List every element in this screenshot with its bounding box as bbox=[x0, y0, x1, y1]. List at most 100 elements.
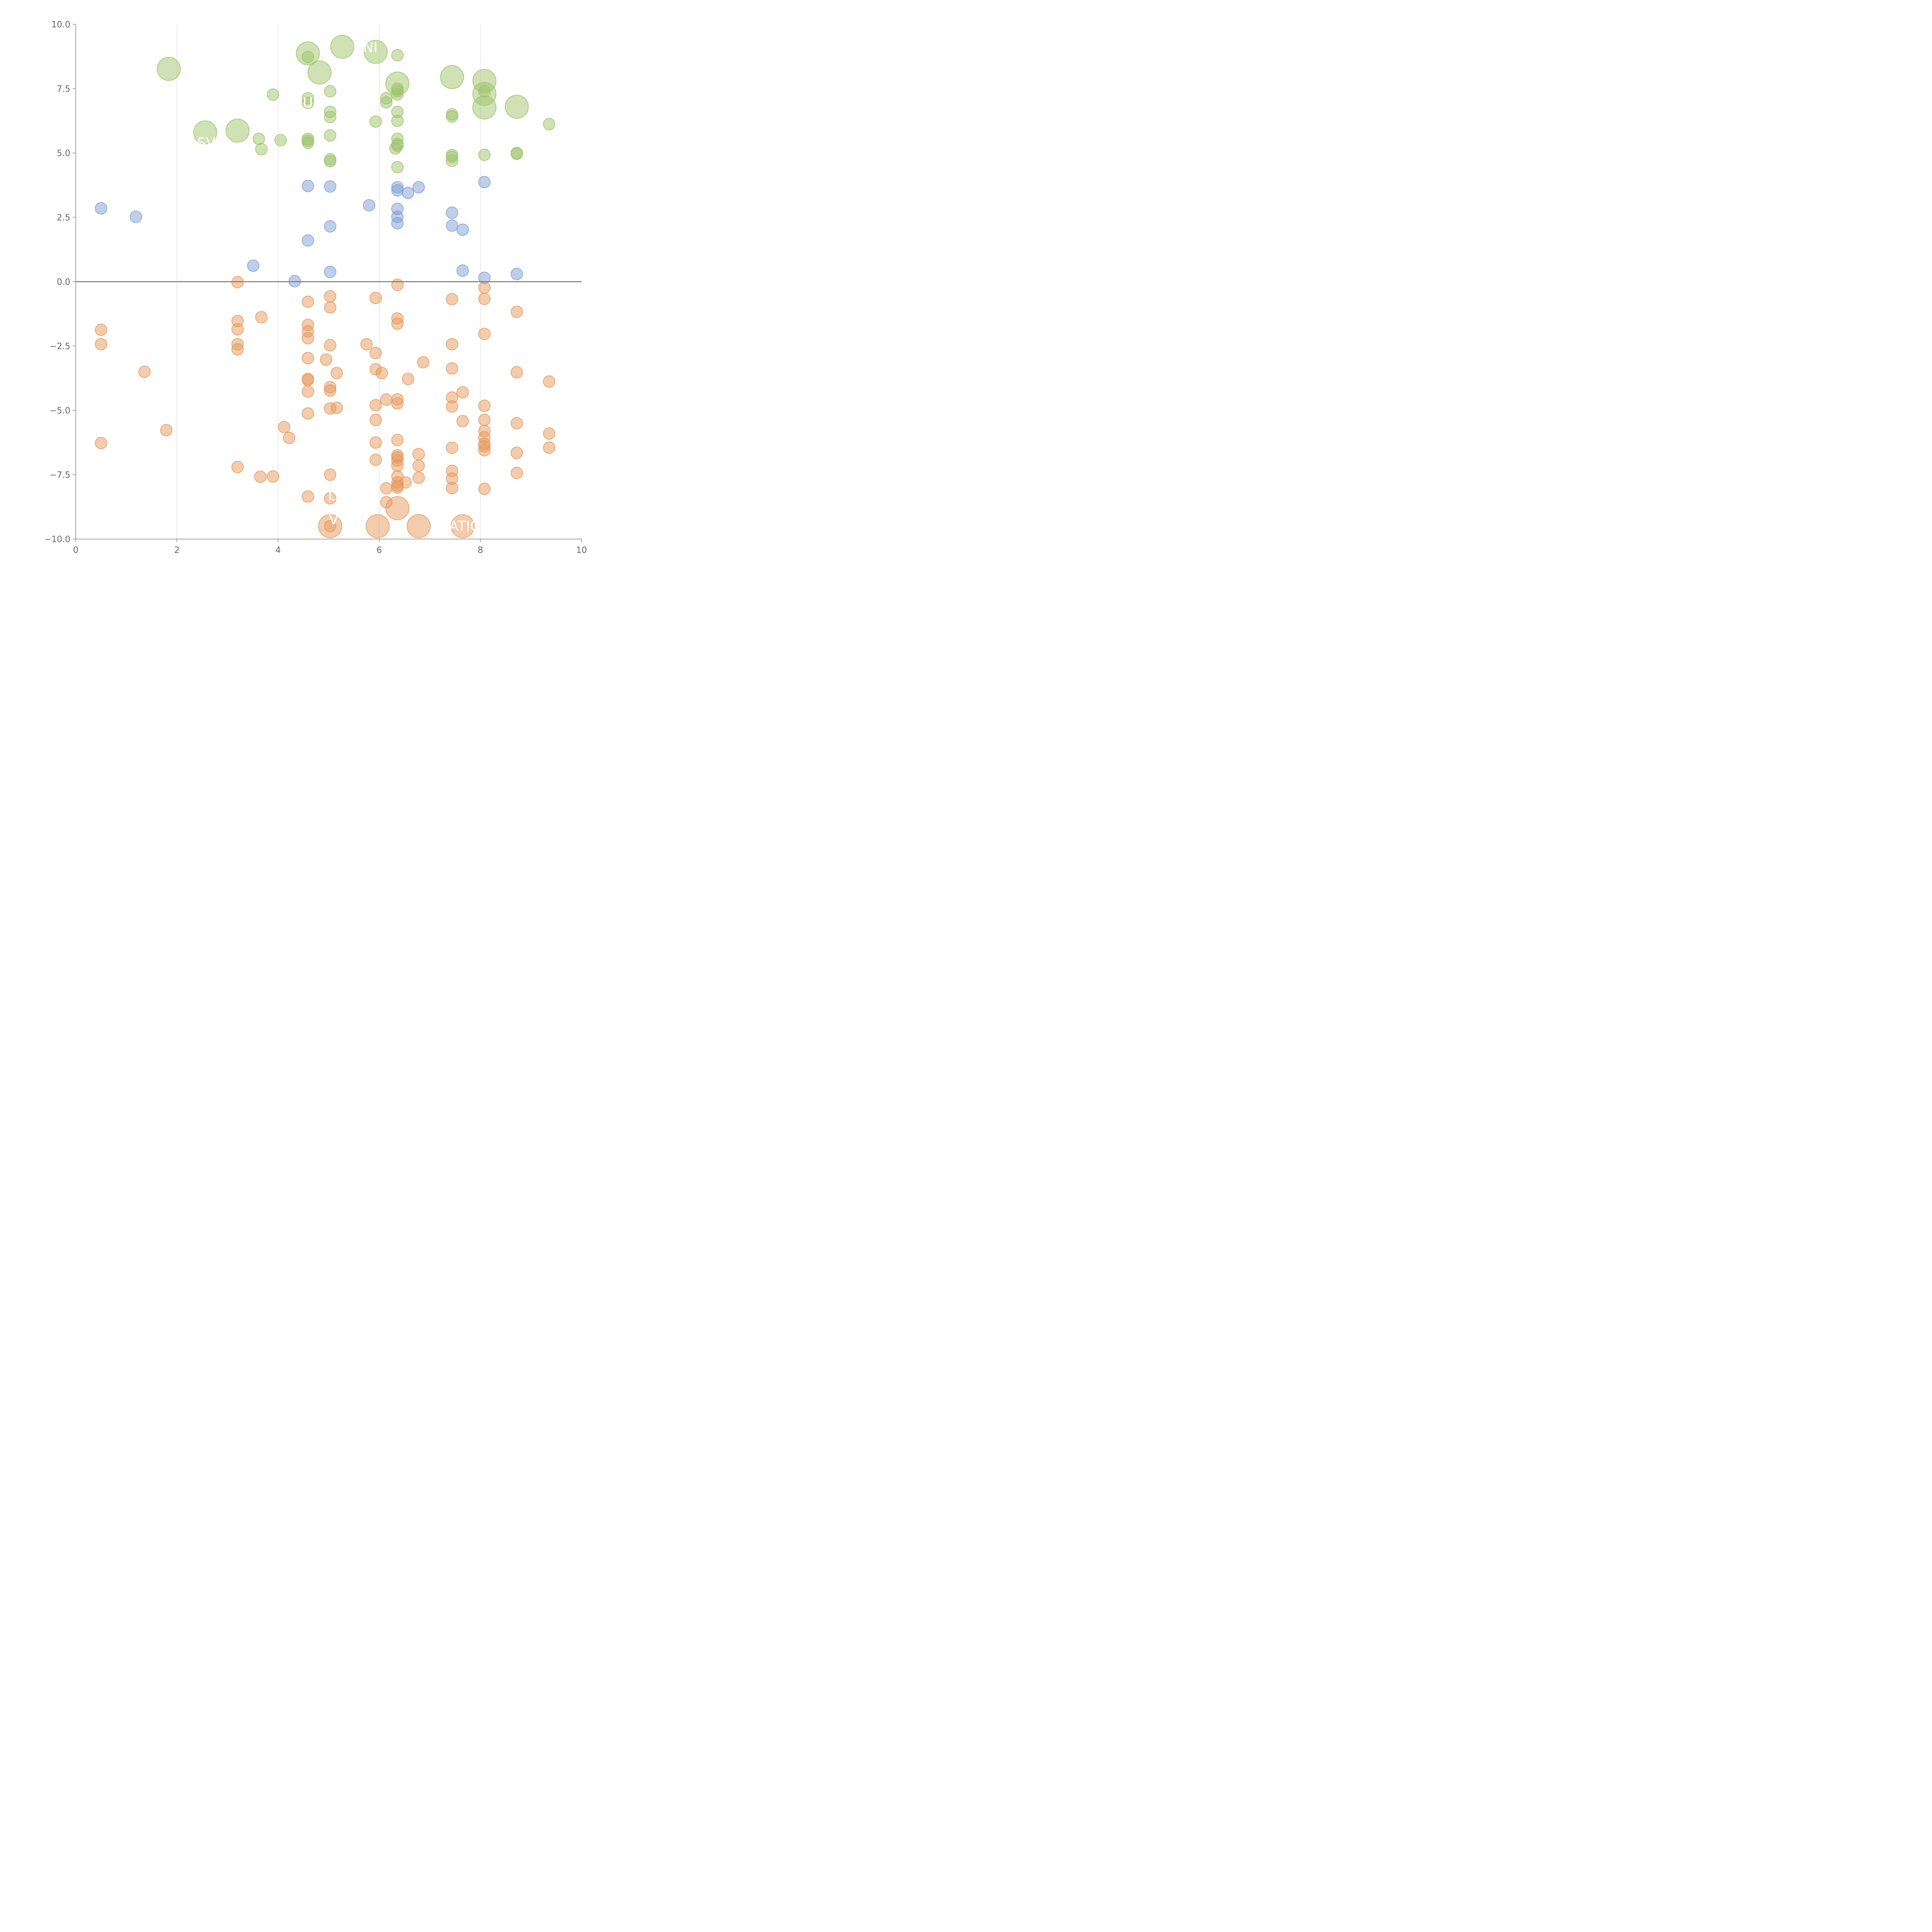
point-label: ATIO bbox=[449, 519, 481, 534]
data-point-blue bbox=[456, 264, 469, 277]
data-point-orange bbox=[95, 437, 107, 449]
point-label: V bbox=[329, 512, 338, 528]
data-point-orange bbox=[254, 470, 267, 483]
data-point-orange bbox=[380, 482, 393, 495]
data-point-blue bbox=[391, 184, 404, 197]
data-point-orange bbox=[446, 441, 458, 454]
data-point-orange bbox=[301, 407, 314, 420]
data-point-orange bbox=[369, 453, 382, 466]
data-point-orange bbox=[369, 347, 382, 359]
data-point-orange bbox=[412, 459, 425, 472]
data-point-orange bbox=[510, 446, 523, 459]
data-point-orange bbox=[391, 278, 404, 291]
data-point-orange bbox=[478, 483, 491, 495]
data-point-orange bbox=[510, 466, 523, 479]
data-point-orange bbox=[283, 432, 296, 444]
data-point-green bbox=[330, 34, 354, 59]
data-point-blue bbox=[510, 268, 523, 281]
data-point-green bbox=[324, 85, 337, 98]
data-point-orange bbox=[324, 290, 337, 303]
data-point-green bbox=[301, 51, 314, 63]
data-point-green bbox=[193, 120, 218, 145]
data-point-orange bbox=[301, 374, 314, 386]
x-tick-label: 6 bbox=[376, 546, 382, 555]
data-point-orange bbox=[301, 490, 314, 503]
data-point-orange bbox=[369, 399, 382, 412]
data-point-green bbox=[391, 114, 404, 127]
data-point-orange bbox=[478, 293, 491, 305]
data-point-green bbox=[225, 119, 250, 143]
data-point-green bbox=[478, 85, 491, 98]
data-point-green bbox=[307, 60, 332, 85]
data-point-blue bbox=[129, 211, 142, 223]
data-point-orange bbox=[412, 471, 425, 484]
x-tick-label: 8 bbox=[478, 546, 483, 555]
y-tick-label: 10.0 bbox=[51, 20, 70, 30]
data-point-blue bbox=[402, 187, 415, 199]
data-point-blue bbox=[95, 202, 107, 215]
data-point-orange bbox=[360, 338, 373, 350]
data-point-orange bbox=[278, 421, 291, 434]
y-tick-label: 0.0 bbox=[57, 277, 70, 287]
data-point-orange bbox=[451, 514, 475, 538]
data-point-orange bbox=[330, 367, 343, 379]
bubble-scatter-chart: 0 2 4 6 8 10 −10.0 −7.5 −5.0 −2.5 0.0 2.5 5.0 7.5 10.0… bbox=[44, 20, 587, 555]
data-point-blue bbox=[324, 220, 337, 233]
point-label: LE bbox=[328, 488, 345, 503]
data-point-green bbox=[389, 142, 402, 155]
data-point-orange bbox=[456, 386, 469, 399]
data-point-orange bbox=[301, 295, 314, 308]
data-point-green bbox=[274, 134, 287, 146]
data-point-orange bbox=[543, 375, 556, 388]
data-point-blue bbox=[446, 219, 458, 232]
data-point-orange bbox=[380, 393, 393, 406]
data-point-orange bbox=[510, 366, 523, 379]
data-point-orange bbox=[369, 413, 382, 426]
data-point-orange bbox=[385, 496, 410, 520]
data-point-orange bbox=[478, 400, 491, 412]
data-point-green bbox=[267, 88, 279, 101]
data-point-orange bbox=[231, 276, 244, 289]
data-point-green bbox=[301, 97, 314, 109]
data-point-blue bbox=[478, 176, 491, 189]
data-point-orange bbox=[324, 301, 337, 314]
data-point-orange bbox=[231, 343, 244, 356]
data-point-orange bbox=[456, 415, 469, 427]
point-label: U bbox=[303, 95, 313, 111]
data-point-green bbox=[324, 129, 337, 142]
data-point-orange bbox=[301, 385, 314, 398]
data-point-green bbox=[324, 111, 337, 123]
data-point-green bbox=[252, 133, 265, 145]
y-tick-label: 2.5 bbox=[57, 213, 70, 223]
point-label: SV bbox=[197, 135, 216, 151]
point-labels: UNI U SV LE V ATIO bbox=[197, 40, 481, 534]
data-point-blue bbox=[412, 181, 425, 194]
y-tick-label: −10.0 bbox=[44, 535, 70, 544]
data-point-orange bbox=[399, 476, 412, 489]
y-tick-label: −5.0 bbox=[50, 406, 70, 416]
x-tick-label: 4 bbox=[276, 546, 281, 555]
data-point-orange bbox=[510, 417, 523, 430]
x-tick-label: 2 bbox=[174, 546, 180, 555]
data-point-green bbox=[478, 148, 491, 161]
data-point-green bbox=[364, 40, 388, 64]
data-point-orange bbox=[478, 328, 491, 340]
data-point-orange bbox=[267, 470, 279, 483]
data-point-orange bbox=[231, 461, 244, 473]
data-point-orange bbox=[324, 468, 337, 481]
data-point-green bbox=[391, 88, 404, 101]
data-point-orange bbox=[318, 514, 342, 538]
data-point-orange bbox=[231, 323, 244, 336]
data-point-orange bbox=[330, 401, 343, 414]
data-point-orange bbox=[543, 441, 556, 454]
data-point-orange bbox=[324, 492, 337, 505]
data-point-orange bbox=[324, 339, 337, 352]
data-point-blue bbox=[301, 180, 314, 192]
data-point-blue bbox=[288, 275, 301, 287]
data-point-orange bbox=[391, 459, 404, 472]
data-point-orange bbox=[543, 427, 556, 440]
data-point-blue bbox=[247, 259, 260, 272]
data-point-blue bbox=[324, 180, 337, 193]
data-point-orange bbox=[255, 311, 268, 323]
data-point-orange bbox=[95, 338, 107, 350]
